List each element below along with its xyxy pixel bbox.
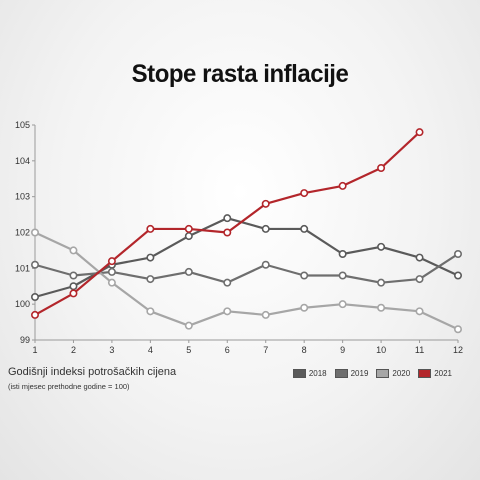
- x-tick-label: 1: [32, 345, 37, 355]
- data-point-2021: [69, 289, 78, 298]
- data-point-2019: [261, 260, 270, 269]
- data-point-2019: [415, 275, 424, 284]
- data-point-2019: [377, 278, 386, 287]
- data-point-2020: [415, 307, 424, 316]
- legend-swatch: [376, 369, 390, 378]
- x-tick-label: 9: [340, 345, 345, 355]
- data-point-2020: [300, 303, 309, 312]
- data-point-2020: [453, 325, 462, 334]
- y-tick-label: 99: [20, 335, 30, 345]
- legend-item-2018: 2018: [292, 369, 327, 378]
- data-point-2018: [146, 253, 155, 262]
- data-point-2021: [107, 257, 116, 266]
- x-tick-label: 8: [302, 345, 307, 355]
- data-point-2020: [146, 307, 155, 316]
- legend-swatch: [292, 369, 306, 378]
- x-axis-label: Godišnji indeksi potrošačkih cijena: [8, 366, 177, 378]
- data-point-2021: [30, 310, 39, 319]
- legend-label: 2019: [350, 369, 369, 378]
- legend-swatch: [418, 369, 432, 378]
- y-tick-label: 103: [15, 192, 30, 202]
- data-point-2020: [184, 321, 193, 330]
- y-tick-label: 102: [15, 228, 30, 238]
- data-point-2019: [146, 275, 155, 284]
- data-point-2020: [223, 307, 232, 316]
- chart-legend: 2018 2019 2020 2021: [292, 369, 452, 378]
- data-point-2018: [415, 253, 424, 262]
- data-point-2019: [69, 271, 78, 280]
- series-line-2020: [34, 231, 459, 331]
- data-point-2018: [69, 282, 78, 291]
- legend-label: 2018: [308, 369, 327, 378]
- legend-swatch: [334, 369, 348, 378]
- data-point-2019: [223, 278, 232, 287]
- legend-label: 2020: [392, 369, 411, 378]
- data-point-2018: [184, 232, 193, 241]
- data-point-2018: [30, 292, 39, 301]
- x-tick-label: 10: [376, 345, 386, 355]
- x-axis-note: (isti mjesec prethodne godine = 100): [8, 382, 130, 391]
- legend-item-2020: 2020: [376, 369, 410, 378]
- data-point-2019: [453, 250, 462, 259]
- data-point-2021: [338, 181, 347, 190]
- data-point-2020: [377, 303, 386, 312]
- series-line-2019: [34, 253, 459, 284]
- data-point-2021: [146, 224, 155, 233]
- data-point-2019: [107, 267, 116, 276]
- data-point-2018: [377, 242, 386, 251]
- x-tick-label: 7: [263, 345, 268, 355]
- data-point-2018: [338, 250, 347, 259]
- data-point-2021: [415, 128, 424, 137]
- data-point-2020: [261, 310, 270, 319]
- data-point-2018: [223, 214, 232, 223]
- y-tick-label: 100: [15, 299, 30, 309]
- data-point-2020: [69, 246, 78, 255]
- data-point-2021: [184, 224, 193, 233]
- data-point-2019: [300, 271, 309, 280]
- data-point-2019: [184, 267, 193, 276]
- data-point-2019: [338, 271, 347, 280]
- x-tick-label: 2: [71, 345, 76, 355]
- legend-item-2019: 2019: [334, 369, 369, 378]
- x-tick-label: 6: [225, 345, 230, 355]
- data-point-2021: [261, 199, 270, 208]
- data-point-2020: [107, 278, 116, 287]
- data-point-2021: [377, 164, 386, 173]
- y-tick-label: 105: [15, 120, 30, 130]
- x-tick-label: 12: [453, 345, 463, 355]
- y-tick-label: 101: [15, 263, 30, 273]
- x-tick-label: 4: [148, 345, 153, 355]
- y-tick-label: 104: [15, 156, 30, 166]
- data-point-2018: [261, 224, 270, 233]
- series-line-2021: [34, 131, 421, 316]
- series-line-2018: [34, 217, 459, 299]
- data-point-2020: [338, 300, 347, 309]
- data-point-2018: [300, 224, 309, 233]
- data-point-2021: [300, 189, 309, 198]
- data-point-2021: [223, 228, 232, 237]
- legend-label: 2021: [434, 369, 452, 378]
- x-tick-label: 11: [415, 345, 424, 355]
- data-point-2018: [453, 271, 462, 280]
- data-point-2020: [30, 228, 39, 237]
- x-tick-label: 5: [186, 345, 191, 355]
- data-point-2019: [30, 260, 39, 269]
- legend-item-2021: 2021: [418, 369, 452, 378]
- chart-title: Stope rasta inflacije: [131, 60, 349, 88]
- x-tick-label: 3: [109, 345, 114, 355]
- chart-caption: Godišnji indeksi potrošačkih cijena (ist…: [8, 366, 176, 391]
